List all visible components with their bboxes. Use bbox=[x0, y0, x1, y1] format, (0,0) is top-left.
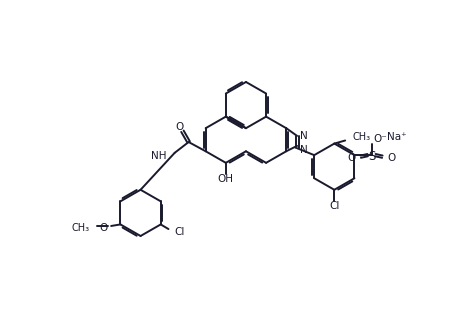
Text: Cl: Cl bbox=[175, 227, 185, 237]
Text: Na⁺: Na⁺ bbox=[387, 132, 407, 142]
Text: S: S bbox=[368, 150, 375, 163]
Text: CH₃: CH₃ bbox=[353, 132, 371, 142]
Text: O: O bbox=[99, 222, 107, 233]
Text: NH: NH bbox=[152, 151, 167, 161]
Text: O: O bbox=[387, 153, 395, 163]
Text: O: O bbox=[348, 153, 356, 163]
Text: CH₃: CH₃ bbox=[71, 222, 90, 233]
Text: N: N bbox=[300, 131, 308, 141]
Text: Cl: Cl bbox=[329, 201, 339, 211]
Text: OH: OH bbox=[218, 174, 234, 184]
Text: O: O bbox=[175, 123, 183, 132]
Text: O⁻: O⁻ bbox=[373, 134, 387, 144]
Text: N: N bbox=[300, 145, 308, 155]
